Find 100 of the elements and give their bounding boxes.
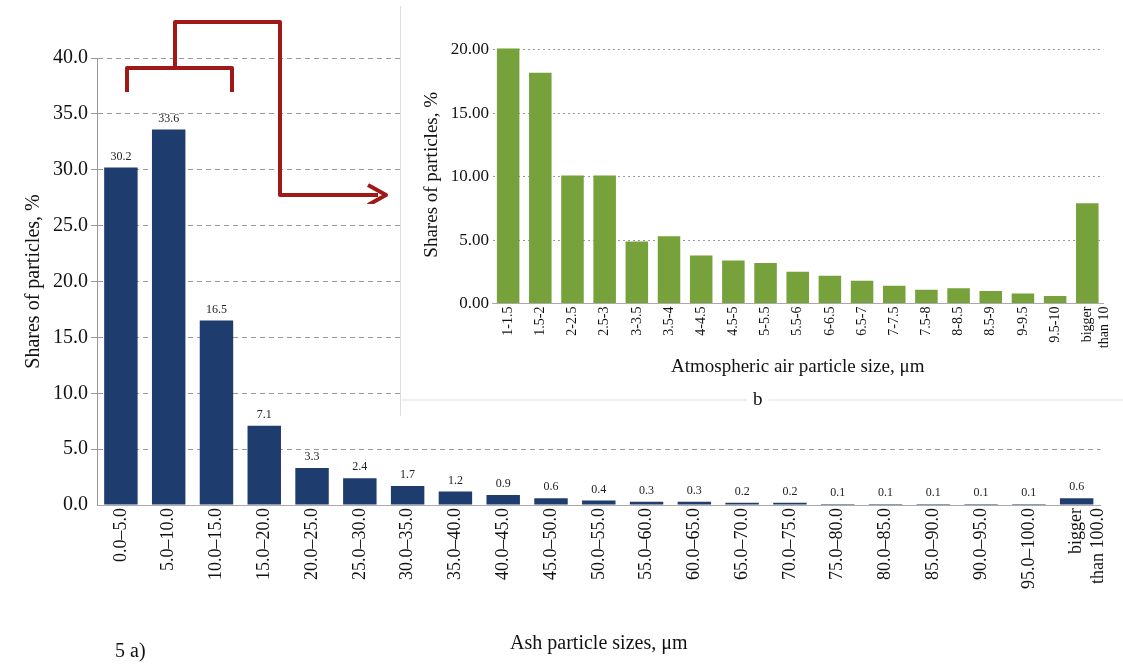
x-tick-label: 8-8.5 bbox=[950, 306, 966, 336]
data-label: 3.3 bbox=[304, 449, 320, 464]
bar bbox=[390, 486, 425, 505]
x-tick-label: bigger than 10 bbox=[1078, 306, 1111, 349]
bar bbox=[786, 271, 809, 304]
y-tick-label: 30.0 bbox=[53, 157, 88, 179]
x-tick-label: 2-2.5 bbox=[564, 306, 580, 336]
x-tick-label: 35.0–40.0 bbox=[444, 508, 465, 580]
bar bbox=[247, 425, 281, 505]
data-label: 0.6 bbox=[543, 479, 559, 494]
y-tick-label: 5.00 bbox=[459, 229, 490, 249]
y-tick-label: 0.00 bbox=[459, 293, 490, 313]
bar bbox=[947, 288, 970, 304]
data-label: 0.1 bbox=[925, 485, 941, 500]
x-tick-label: 5.5-6 bbox=[789, 306, 805, 336]
data-label: 0.2 bbox=[782, 483, 798, 498]
data-label: 7.1 bbox=[256, 406, 272, 421]
y-tick-label: 10.0 bbox=[53, 380, 88, 403]
x-tick-label: 20.0–25.0 bbox=[300, 508, 321, 580]
y-tick-label: 5.0 bbox=[63, 436, 88, 459]
bar bbox=[657, 236, 681, 304]
bar bbox=[850, 280, 874, 304]
data-label: 0.3 bbox=[686, 482, 702, 497]
bar bbox=[582, 500, 616, 505]
x-tick-label: 25.0–30.0 bbox=[348, 508, 369, 580]
bar bbox=[677, 501, 712, 505]
bar bbox=[625, 241, 649, 304]
bar bbox=[1059, 498, 1094, 505]
bar bbox=[882, 285, 906, 304]
bar bbox=[438, 491, 473, 505]
x-tick-label: 8.5-9 bbox=[982, 306, 998, 336]
y-tick-label: 0.0 bbox=[63, 492, 88, 515]
bar bbox=[104, 167, 138, 505]
data-label: 0.1 bbox=[1021, 485, 1037, 500]
x-tick-label: 95.0–100.0 bbox=[1017, 508, 1038, 589]
annotation: b bbox=[752, 387, 763, 409]
data-label: 0.1 bbox=[878, 485, 893, 500]
x-tick-label: 40.0–45.0 bbox=[491, 508, 512, 580]
y-tick-label: 20.00 bbox=[450, 39, 490, 59]
y-tick-label: 40.0 bbox=[53, 45, 88, 68]
y-tick-label: 35.0 bbox=[53, 101, 88, 124]
y-tick-label: 10.00 bbox=[450, 166, 490, 186]
x-axis-title: Atmospheric air particle size, μm bbox=[671, 354, 925, 376]
y-tick-label: 25.0 bbox=[53, 212, 88, 235]
x-tick-label: 6.5-7 bbox=[853, 306, 869, 336]
text: 5 a) bbox=[115, 639, 146, 663]
x-tick-label: 30.0–35.0 bbox=[396, 508, 417, 580]
x-tick-label: 5-5.5 bbox=[757, 306, 773, 336]
data-label: 0.1 bbox=[830, 485, 846, 500]
x-tick-label: 55.0–60.0 bbox=[635, 508, 656, 580]
x-tick-label: 6-6.5 bbox=[821, 306, 837, 336]
x-tick-label: 65.0–70.0 bbox=[730, 508, 751, 580]
bar bbox=[199, 320, 234, 505]
bar bbox=[754, 262, 777, 304]
x-tick-label: 50.0–55.0 bbox=[587, 508, 608, 580]
x-tick-label: 10.0–15.0 bbox=[205, 508, 226, 580]
bar bbox=[295, 468, 329, 505]
data-label: 16.5 bbox=[205, 301, 227, 316]
x-tick-label: 60.0–65.0 bbox=[683, 508, 704, 580]
bar bbox=[979, 290, 1003, 304]
bar bbox=[1011, 293, 1035, 304]
bar bbox=[1076, 203, 1099, 304]
x-tick-label: 70.0–75.0 bbox=[778, 508, 799, 580]
data-label: 1.2 bbox=[447, 472, 463, 487]
data-label: 1.7 bbox=[400, 467, 416, 482]
bar bbox=[722, 260, 745, 304]
x-tick-label: 85.0–90.0 bbox=[922, 508, 943, 580]
data-label: 30.2 bbox=[110, 148, 132, 163]
bar bbox=[629, 501, 664, 505]
x-tick-label: 7-7.5 bbox=[885, 306, 901, 336]
x-tick-label: 75.0–80.0 bbox=[826, 508, 847, 580]
y-tick-label: 15.0 bbox=[53, 324, 88, 347]
bar bbox=[343, 478, 377, 505]
x-tick-label: 9.5-10 bbox=[1046, 306, 1062, 343]
x-axis-title: Ash particle sizes, μm bbox=[510, 631, 688, 655]
data-label: 0.4 bbox=[591, 481, 607, 496]
bar bbox=[915, 289, 938, 304]
bar bbox=[486, 494, 520, 505]
x-tick-label: 4-4.5 bbox=[692, 306, 708, 336]
x-tick-label: bigger than 100.0 bbox=[1065, 507, 1107, 584]
bar bbox=[689, 255, 713, 304]
y-axis-title: Shares of particles, % bbox=[420, 91, 442, 258]
x-tick-label: 3.5-4 bbox=[660, 306, 676, 336]
x-tick-label: 3-3.5 bbox=[628, 306, 644, 336]
x-tick-label: 45.0–50.0 bbox=[539, 508, 560, 580]
bar bbox=[818, 275, 842, 304]
x-tick-label: 1-1.5 bbox=[499, 306, 515, 336]
data-label: 0.3 bbox=[639, 482, 655, 497]
data-label: 0.9 bbox=[495, 476, 511, 491]
bar bbox=[151, 129, 186, 505]
bar bbox=[593, 175, 616, 304]
data-label: 2.4 bbox=[352, 459, 368, 474]
data-label: 0.1 bbox=[973, 485, 989, 500]
bar bbox=[529, 72, 552, 304]
data-label: 33.6 bbox=[158, 110, 180, 125]
x-tick-label: 15.0–20.0 bbox=[252, 508, 273, 580]
x-tick-label: 2.5-3 bbox=[596, 306, 612, 336]
x-tick-label: 5.0–10.0 bbox=[157, 508, 178, 571]
x-tick-label: 80.0–85.0 bbox=[874, 508, 895, 580]
y-axis-title: Shares of particles, % bbox=[21, 194, 45, 369]
